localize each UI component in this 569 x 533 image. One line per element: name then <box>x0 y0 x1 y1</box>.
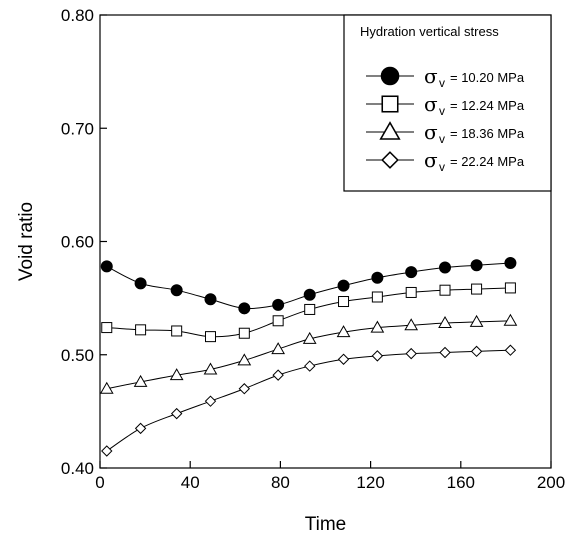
data-point <box>371 291 383 303</box>
y-tick-label: 0.70 <box>61 119 94 138</box>
data-point <box>169 368 184 381</box>
legend-symbol: σ <box>424 64 438 88</box>
legend-entry: σ v = 18.36 MPa <box>366 120 525 146</box>
legend-marker <box>379 121 401 140</box>
legend-value: = 12.24 MPa <box>450 98 525 113</box>
data-point <box>272 369 284 381</box>
data-point <box>337 279 350 292</box>
data-point <box>134 422 147 435</box>
legend-subscript: v <box>439 132 445 146</box>
legend-entry: σ v = 10.20 MPa <box>366 64 525 90</box>
series-line <box>106 320 511 390</box>
data-point <box>470 259 483 272</box>
y-tick-label: 0.80 <box>61 6 94 25</box>
data-point <box>504 344 517 356</box>
x-tick-label: 120 <box>356 473 384 492</box>
data-point <box>204 395 217 407</box>
legend-subscript: v <box>439 104 445 118</box>
data-point <box>133 374 148 387</box>
x-tick-label: 160 <box>447 473 475 492</box>
data-point <box>404 318 419 331</box>
legend-subscript: v <box>439 160 445 174</box>
legend-marker <box>380 66 400 86</box>
data-point <box>405 266 418 279</box>
data-point <box>272 298 285 311</box>
legend-marker <box>381 95 399 113</box>
data-point <box>371 271 384 284</box>
legend-value: = 18.36 MPa <box>450 126 525 141</box>
legend-value: = 22.24 MPa <box>450 154 525 169</box>
x-tick-label: 200 <box>537 473 565 492</box>
legend-entry: σ v = 12.24 MPa <box>366 92 525 118</box>
data-point <box>101 322 113 334</box>
legend-box <box>343 14 552 192</box>
data-point <box>237 353 252 366</box>
x-tick-label: 0 <box>95 473 104 492</box>
x-axis-label: Time <box>305 514 347 533</box>
series-2 <box>101 282 516 343</box>
data-point <box>204 293 217 306</box>
data-point <box>438 316 452 329</box>
data-point <box>439 346 451 359</box>
data-point <box>503 313 518 326</box>
data-point <box>304 360 316 372</box>
legend-symbol: σ <box>424 92 438 116</box>
legend: Hydration vertical stress σ v = 10.20 MPaσ… <box>343 14 552 192</box>
legend-entry: σ v = 22.24 MPa <box>366 148 525 174</box>
data-point <box>371 350 384 362</box>
legend-title: Hydration vertical stress <box>360 24 499 39</box>
data-point <box>204 331 216 343</box>
data-point <box>304 303 316 315</box>
y-tick-label: 0.60 <box>61 233 94 252</box>
plot-area-frame <box>99 14 552 469</box>
y-axis-label: Void ratio <box>16 202 37 281</box>
data-point <box>302 331 317 344</box>
series-4 <box>101 344 517 457</box>
data-point <box>337 353 350 365</box>
data-point <box>238 327 250 339</box>
data-point <box>272 315 284 327</box>
data-point <box>271 342 286 355</box>
legend-value: = 10.20 MPa <box>450 70 525 85</box>
x-tick-label: 80 <box>271 473 290 492</box>
data-point <box>203 362 218 375</box>
data-point <box>439 284 451 296</box>
data-point <box>171 325 183 337</box>
series-3 <box>99 313 518 394</box>
data-point <box>504 257 517 270</box>
data-point <box>238 302 251 315</box>
data-point <box>238 383 251 395</box>
data-point <box>135 324 147 336</box>
legend-symbol: σ <box>424 120 438 144</box>
data-point <box>405 347 417 360</box>
data-point <box>439 261 452 274</box>
x-tick-label: 40 <box>181 473 200 492</box>
data-point <box>303 288 316 301</box>
data-point <box>100 260 113 273</box>
legend-symbol: σ <box>424 148 438 172</box>
data-point <box>471 283 483 295</box>
data-point <box>469 314 484 327</box>
series-layer <box>99 257 518 457</box>
data-point <box>338 296 350 308</box>
y-tick-label: 0.40 <box>61 459 94 478</box>
data-point <box>370 320 385 333</box>
data-point <box>336 325 351 338</box>
data-point <box>170 284 183 297</box>
data-point <box>405 286 417 298</box>
y-tick-label: 0.50 <box>61 346 94 365</box>
data-point <box>470 345 483 358</box>
data-point <box>101 445 113 457</box>
series-1 <box>100 257 517 315</box>
data-point <box>504 282 516 294</box>
legend-marker <box>381 151 399 169</box>
data-point <box>99 381 114 394</box>
data-point <box>170 407 183 420</box>
data-point <box>134 277 147 290</box>
legend-subscript: v <box>439 76 445 90</box>
